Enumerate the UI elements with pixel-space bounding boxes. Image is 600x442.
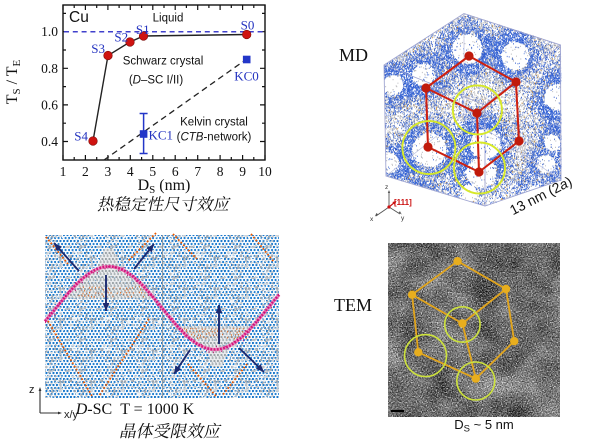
svg-text:KC0: KC0: [234, 69, 259, 84]
svg-text:6: 6: [172, 164, 179, 179]
svg-text:z: z: [385, 184, 388, 191]
svg-text:8: 8: [217, 164, 224, 179]
svg-text:[111]: [111]: [394, 198, 412, 207]
svg-text:DS ~ 5 nm: DS ~ 5 nm: [454, 417, 513, 435]
svg-text:1.0: 1.0: [41, 24, 58, 39]
svg-text:TEM: TEM: [334, 295, 372, 315]
svg-text:2: 2: [82, 164, 89, 179]
svg-text:S0: S0: [241, 18, 255, 33]
svg-text:1: 1: [60, 164, 67, 179]
svg-text:DS (nm): DS (nm): [138, 177, 191, 196]
svg-text:KC1: KC1: [149, 128, 174, 143]
svg-text:TS / TE: TS / TE: [4, 59, 23, 104]
svg-text:Kelvin crystal: Kelvin crystal: [180, 117, 248, 129]
svg-text:Cu: Cu: [69, 9, 89, 26]
svg-text:y: y: [401, 215, 405, 222]
svg-text:7: 7: [194, 164, 201, 179]
svg-text:D-SC T = 1000 K: D-SC T = 1000 K: [75, 401, 195, 418]
svg-text:S3: S3: [91, 41, 105, 56]
svg-text:S4: S4: [74, 129, 88, 144]
svg-text:0.8: 0.8: [41, 61, 58, 76]
svg-text:x/y: x/y: [64, 409, 79, 421]
svg-text:10: 10: [258, 164, 272, 179]
svg-text:4: 4: [127, 164, 134, 179]
svg-text:S1: S1: [136, 22, 150, 37]
svg-text:(D–SC I/II): (D–SC I/II): [129, 75, 184, 87]
svg-text:9: 9: [239, 164, 246, 179]
svg-text:5: 5: [149, 164, 156, 179]
svg-text:(CTB-network): (CTB-network): [177, 132, 252, 144]
svg-text:MD: MD: [339, 45, 368, 65]
svg-text:S2: S2: [114, 30, 128, 45]
svg-text:0.6: 0.6: [41, 97, 58, 112]
svg-text:z: z: [29, 384, 35, 396]
svg-text:0.4: 0.4: [41, 134, 58, 149]
svg-text:x: x: [370, 216, 374, 223]
svg-text:Liquid: Liquid: [153, 13, 184, 25]
svg-text:3: 3: [105, 164, 112, 179]
svg-text:Schwarz crystal: Schwarz crystal: [123, 56, 204, 68]
